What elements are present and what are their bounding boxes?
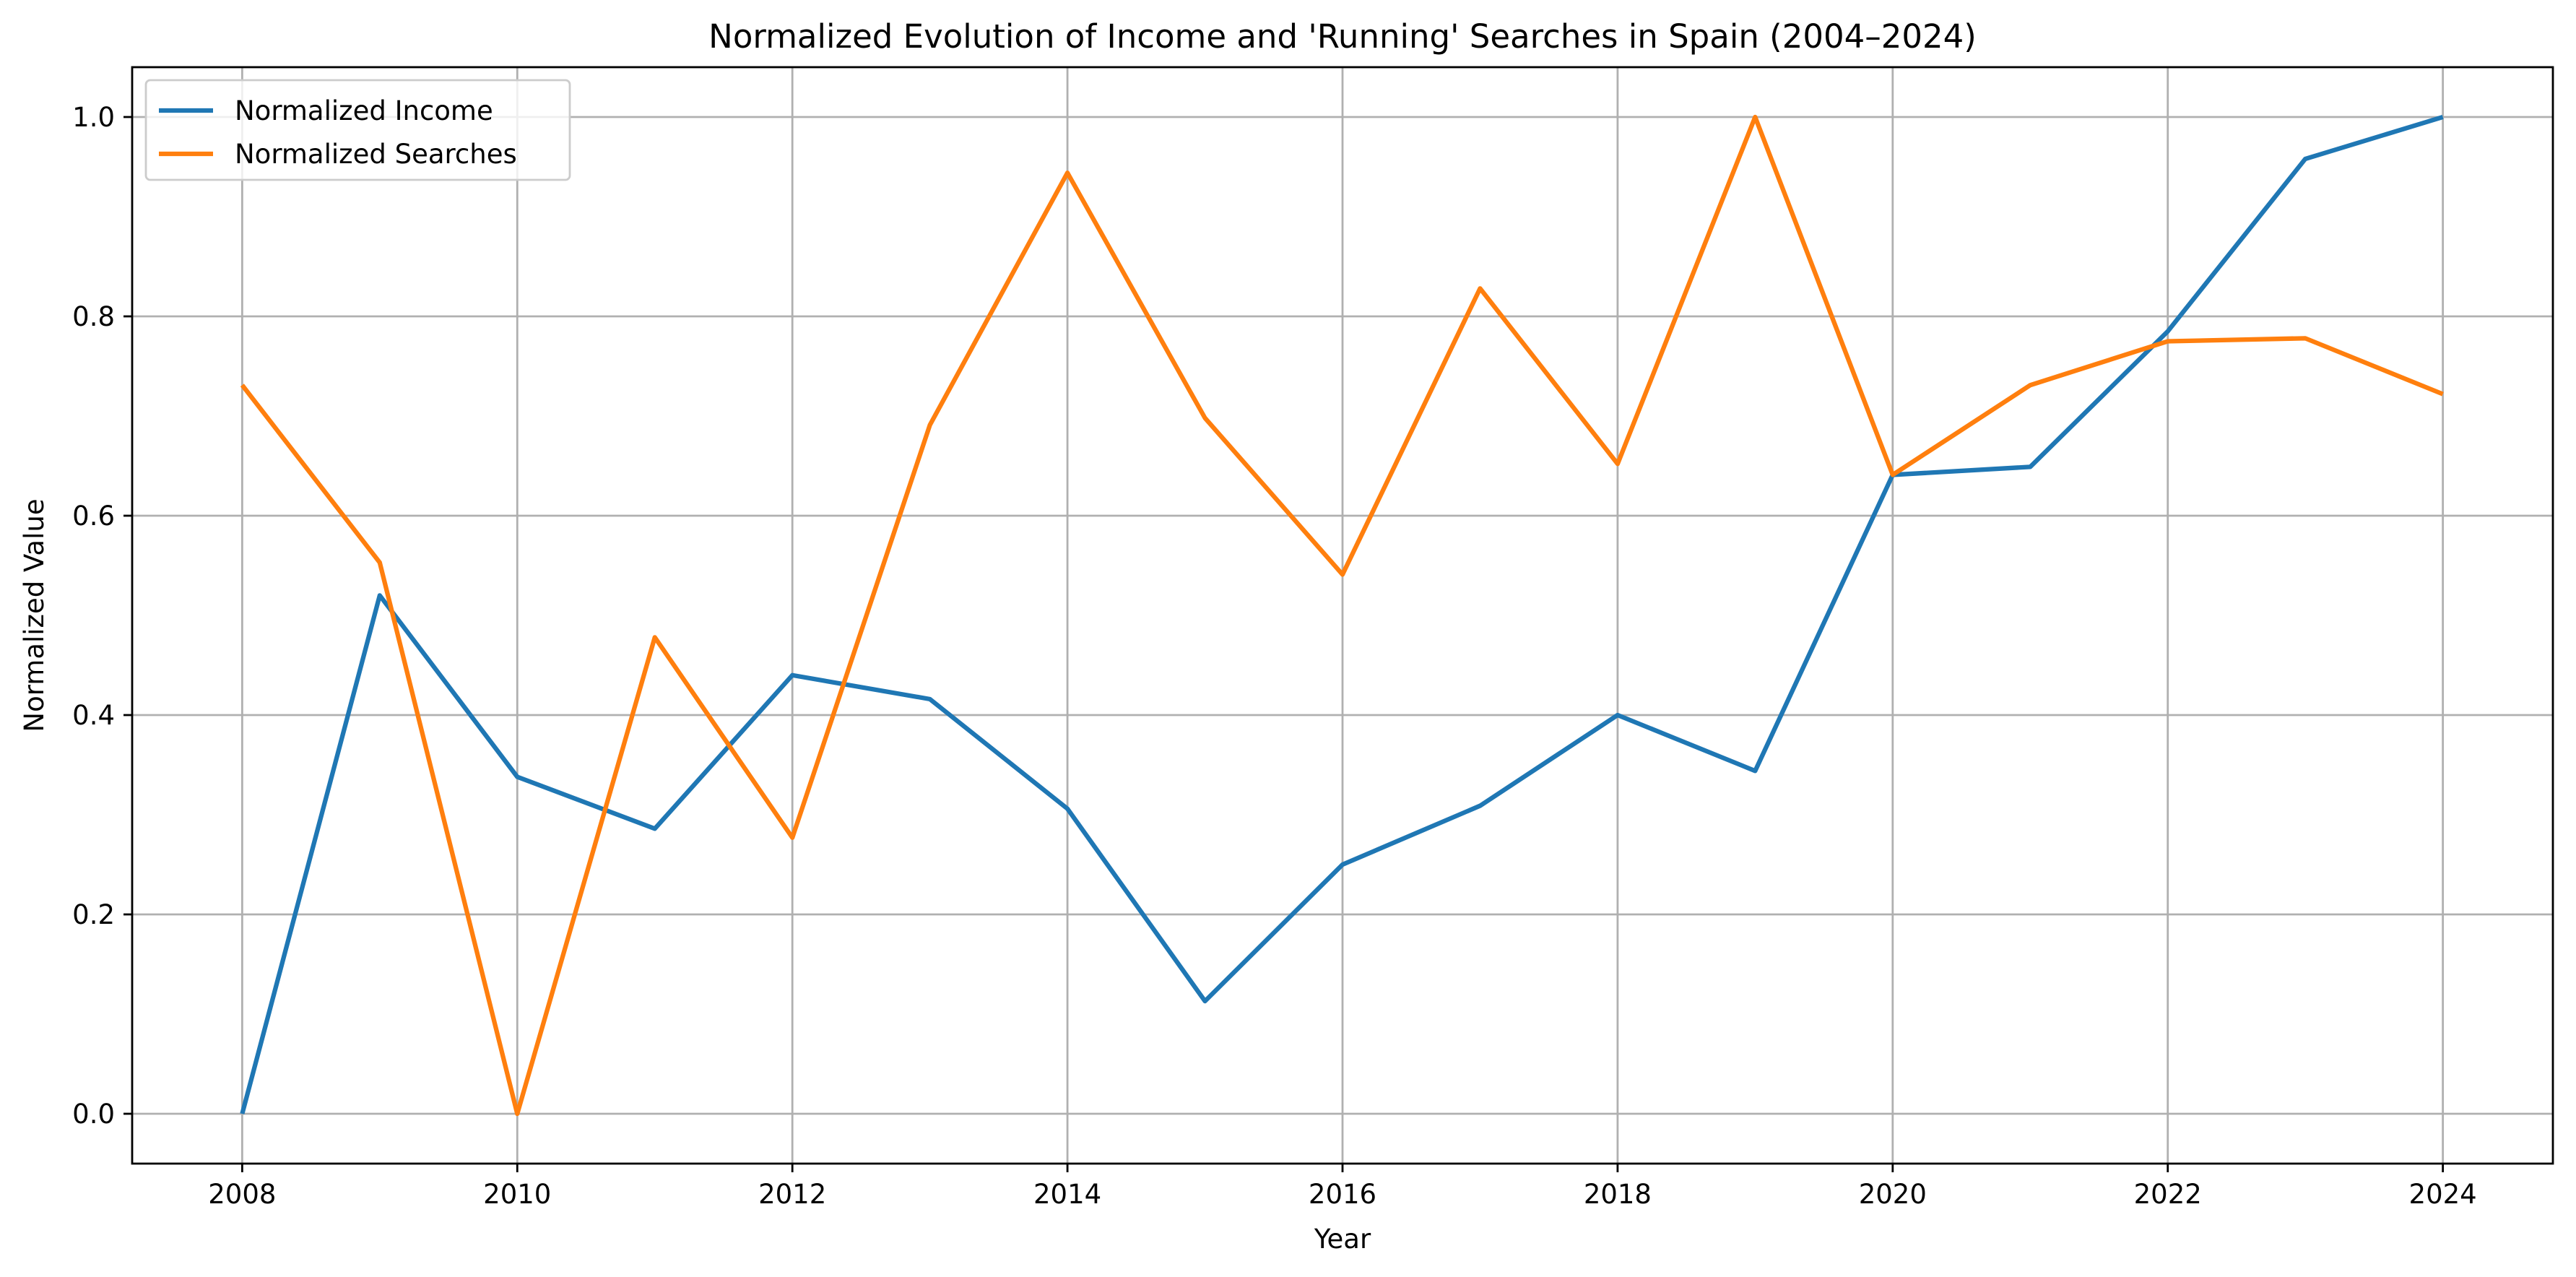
x-axis-label: Year xyxy=(1314,1224,1371,1255)
x-tick-label: 2008 xyxy=(208,1179,276,1210)
x-tick-label: 2010 xyxy=(483,1179,551,1210)
y-tick-label: 0.6 xyxy=(72,501,115,532)
x-tick-label: 2022 xyxy=(2134,1179,2202,1210)
chart-title: Normalized Evolution of Income and 'Runn… xyxy=(708,17,1977,56)
legend: Normalized Income Normalized Searches xyxy=(144,79,571,181)
grid-lines xyxy=(132,67,2553,1164)
x-axis: 2008 2010 2012 2014 2016 2018 2020 2022 2024 xyxy=(208,1164,2477,1210)
series-line-searches xyxy=(240,114,2444,1117)
y-tick-label: 1.0 xyxy=(72,102,115,133)
series-layer xyxy=(240,114,2444,1117)
x-tick-label: 2016 xyxy=(1309,1179,1376,1210)
y-tick-label: 0.8 xyxy=(72,301,115,332)
y-tick-label: 0.2 xyxy=(72,899,115,930)
x-tick-label: 2018 xyxy=(1584,1179,1652,1210)
x-tick-label: 2012 xyxy=(758,1179,826,1210)
y-tick-label: 0.4 xyxy=(72,700,115,731)
y-axis: 0.0 0.2 0.4 0.6 0.8 1.0 xyxy=(72,102,132,1130)
legend-label: Normalized Income xyxy=(235,95,493,126)
y-axis-label: Normalized Value xyxy=(19,498,50,732)
legend-label: Normalized Searches xyxy=(235,139,517,170)
x-tick-label: 2020 xyxy=(1859,1179,1927,1210)
series-line-income xyxy=(240,114,2444,1114)
legend-frame xyxy=(144,79,571,181)
x-tick-label: 2014 xyxy=(1033,1179,1101,1210)
x-tick-label: 2024 xyxy=(2409,1179,2477,1210)
y-tick-label: 0.0 xyxy=(72,1099,115,1130)
